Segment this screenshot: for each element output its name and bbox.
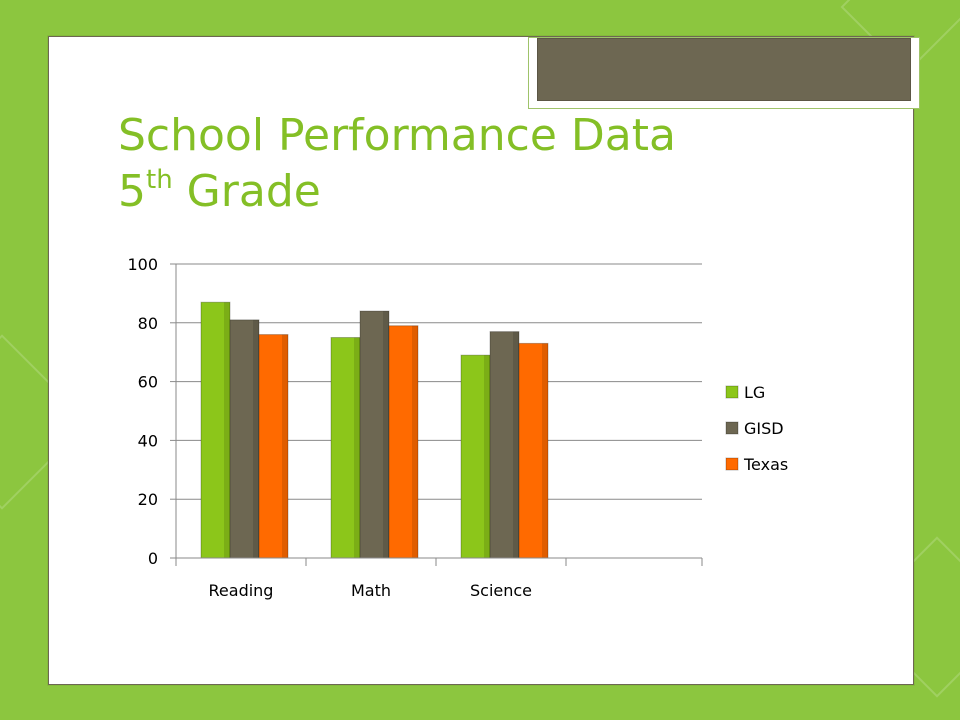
bar-shade [513,331,519,558]
bar-shade [484,355,490,558]
title-line-1: School Performance Data [118,110,676,161]
bar-texas [258,334,289,559]
bar-lg [330,337,361,559]
bar-shade [282,334,288,558]
bar-gisd [359,310,390,559]
bar-texas [518,342,549,559]
bar-texas [388,325,419,559]
legend-swatch-lg [725,385,739,399]
title-line-2-superscript: th [146,165,173,196]
slide-title: School Performance Data 5th Grade [118,108,676,220]
legend-swatch-texas [725,457,739,471]
bar-shade [412,325,418,558]
slide-canvas [48,36,920,685]
bar-shade [542,343,548,558]
legend-label: Texas [743,455,788,474]
bar-lg [460,354,491,559]
y-tick-label: 20 [138,490,158,509]
bar-shade [224,302,230,558]
bar-shade [253,319,259,558]
y-tick-label: 80 [138,314,158,333]
bar-shade [354,337,360,558]
legend-swatch-gisd [725,421,739,435]
y-tick-label: 60 [138,373,158,392]
x-tick-label: Reading [209,581,274,600]
y-tick-label: 0 [148,549,158,568]
title-line-2-rest: Grade [172,166,321,217]
bar-lg [200,301,231,559]
bar-shade [383,311,389,558]
x-tick-label: Math [351,581,391,600]
legend-label: LG [744,383,765,402]
slide-header-tab [528,37,920,109]
slide-header-tab-fill [537,38,911,101]
x-tick-label: Science [470,581,532,600]
legend-label: GISD [744,419,784,438]
y-tick-label: 40 [138,431,158,450]
title-line-2-number: 5 [118,166,146,217]
y-tick-label: 100 [127,255,158,274]
